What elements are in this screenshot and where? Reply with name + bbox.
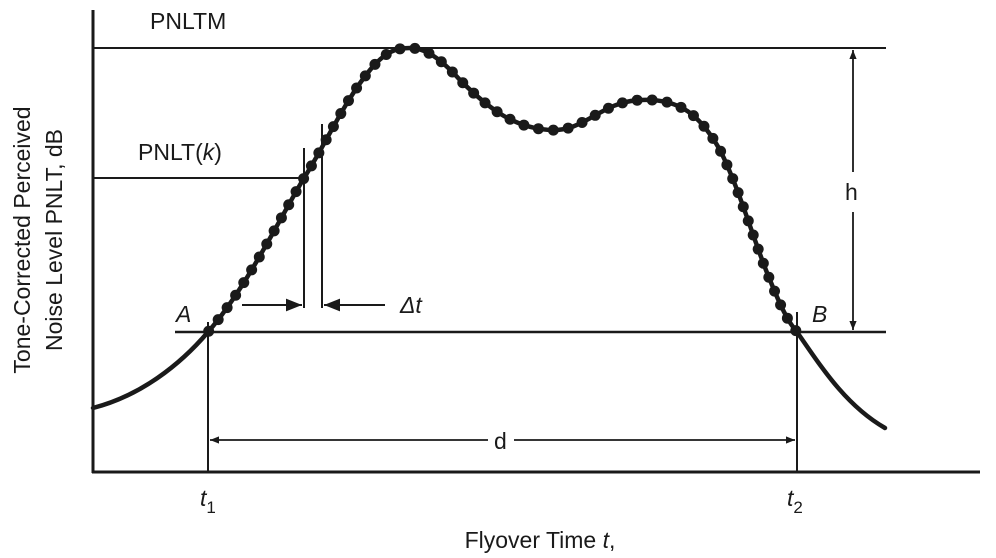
sample-point [283,199,295,211]
sample-point [327,121,339,133]
sample-point [290,186,302,198]
sample-point [298,173,310,185]
sample-point [646,94,658,106]
sample-point [616,97,628,109]
sample-point [781,312,793,324]
sample-point [261,238,273,250]
delta-t-label: Δt [399,292,423,318]
sample-point [423,47,435,59]
sample-point [221,302,233,314]
point-a-label: A [174,301,191,327]
sample-point [562,122,574,134]
sample-point [675,101,687,113]
sample-point [715,145,727,157]
point-b-label: B [812,301,827,327]
sample-points [203,42,802,337]
sample-point [369,58,381,70]
sample-point [721,159,733,171]
sample-point [479,97,491,109]
sample-point [491,106,503,118]
sample-point [342,95,354,107]
sample-point [727,173,739,185]
sample-point [468,87,480,99]
sample-point [230,289,242,301]
sample-point [757,257,769,269]
sample-point [305,160,317,172]
sample-point [238,277,250,289]
sample-point [532,123,544,135]
sample-point [518,119,530,131]
sample-point [747,229,759,241]
sample-point [504,113,516,125]
sample-point [661,96,673,108]
sample-point [394,43,406,55]
x-axis-label: Flyover Time t, [465,527,616,553]
sample-point [359,70,371,82]
sample-point [732,187,744,199]
sample-point [409,42,421,54]
sample-point [380,48,392,60]
sample-point [752,243,764,255]
sample-point [742,215,754,227]
sample-point [707,132,719,144]
h-label: h [845,179,858,205]
sample-point [268,225,280,237]
sample-point [790,325,802,337]
sample-point [457,77,469,89]
sample-point [320,134,332,146]
sample-point [335,108,347,120]
sample-point [313,147,325,159]
sample-point [275,212,287,224]
t1-label: t1 [200,485,216,517]
sample-point [631,94,643,106]
sample-point [769,285,781,297]
pnltm-label: PNLTM [150,8,226,34]
pnltk-label: PNLT(k) [138,139,222,165]
sample-point [589,109,601,121]
sample-point [763,271,775,283]
sample-point [203,325,215,337]
sample-point [687,110,699,122]
sample-point [775,299,787,311]
d-label: d [494,428,507,454]
t2-label: t2 [787,485,803,517]
sample-point [737,201,749,213]
sample-point [547,124,559,136]
sample-point [351,82,363,94]
sample-point [212,314,224,326]
sample-point [602,102,614,114]
sample-point [576,117,588,129]
y-axis-label-line2: Noise Level PNLT, dB [41,129,67,351]
sample-point [253,251,265,263]
y-axis-label-line1: Tone-Corrected Perceived [9,106,35,373]
sample-point [698,120,710,132]
sample-point [446,66,458,78]
sample-point [246,264,258,276]
sample-point [435,56,447,68]
